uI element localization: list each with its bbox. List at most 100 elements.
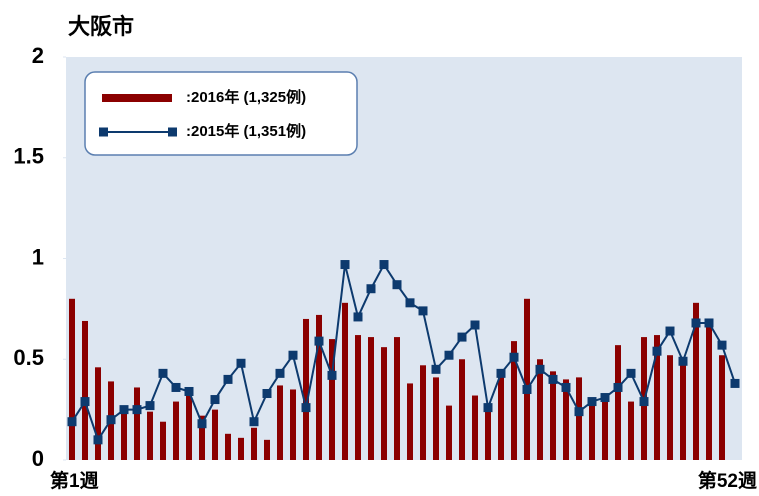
marker xyxy=(379,260,389,270)
marker xyxy=(639,397,649,407)
bar xyxy=(368,337,374,460)
marker xyxy=(561,382,571,392)
bar xyxy=(576,377,582,460)
bar xyxy=(173,401,179,460)
marker xyxy=(132,405,142,415)
bar xyxy=(134,387,140,460)
marker xyxy=(574,407,584,417)
marker xyxy=(704,318,714,328)
bar xyxy=(199,415,205,460)
marker xyxy=(106,415,116,425)
bar xyxy=(446,405,452,460)
marker xyxy=(522,384,532,394)
bar xyxy=(537,359,543,460)
marker xyxy=(509,352,519,362)
marker xyxy=(366,284,376,294)
bar xyxy=(667,355,673,460)
bar xyxy=(277,385,283,460)
marker xyxy=(496,368,506,378)
bar xyxy=(121,405,127,460)
marker xyxy=(457,332,467,342)
marker xyxy=(262,389,272,399)
marker xyxy=(678,356,688,366)
marker xyxy=(392,280,402,290)
bar xyxy=(680,357,686,460)
bar xyxy=(485,411,491,460)
marker xyxy=(171,382,181,392)
x-tick-label: 第1週 xyxy=(50,469,99,492)
y-tick-label: 2 xyxy=(32,43,44,68)
bar xyxy=(290,389,296,460)
marker xyxy=(418,306,428,316)
marker xyxy=(80,397,90,407)
marker xyxy=(717,340,727,350)
marker xyxy=(470,320,480,330)
marker xyxy=(249,417,259,427)
legend-swatch xyxy=(102,94,172,102)
bar xyxy=(589,397,595,460)
marker xyxy=(236,358,246,368)
marker xyxy=(444,350,454,360)
y-tick-label: 1.5 xyxy=(13,144,44,169)
bar xyxy=(186,393,192,460)
marker xyxy=(197,419,207,429)
marker xyxy=(730,378,740,388)
y-tick-label: 0.5 xyxy=(13,345,44,370)
marker xyxy=(353,312,363,322)
marker xyxy=(184,386,194,396)
bar xyxy=(264,439,270,460)
marker xyxy=(548,374,558,384)
legend-label: :2015年 (1,351例) xyxy=(186,122,306,140)
bar xyxy=(433,377,439,460)
marker xyxy=(535,364,545,374)
legend-swatch xyxy=(168,127,177,137)
marker xyxy=(314,336,324,346)
marker xyxy=(301,403,311,413)
marker xyxy=(275,368,285,378)
marker xyxy=(158,368,168,378)
bar xyxy=(342,302,348,460)
marker xyxy=(210,395,220,405)
marker xyxy=(93,435,103,445)
bar xyxy=(238,437,244,460)
marker xyxy=(288,350,298,360)
bar xyxy=(628,401,634,460)
marker xyxy=(145,401,155,411)
bar xyxy=(719,355,725,460)
marker xyxy=(223,374,233,384)
bar xyxy=(381,347,387,460)
marker xyxy=(483,403,493,413)
marker xyxy=(340,260,350,270)
bar xyxy=(706,327,712,460)
bar xyxy=(693,302,699,460)
bar xyxy=(82,320,88,460)
bar xyxy=(602,395,608,460)
bar xyxy=(563,379,569,460)
bar xyxy=(355,335,361,460)
bar xyxy=(160,421,166,460)
legend-label: :2016年 (1,325例) xyxy=(186,88,306,106)
bar xyxy=(394,337,400,460)
bar xyxy=(420,365,426,460)
marker xyxy=(67,417,77,427)
bar xyxy=(498,377,504,460)
marker xyxy=(587,397,597,407)
marker xyxy=(119,405,129,415)
x-tick-label: 第52週 xyxy=(698,469,757,492)
bar xyxy=(407,383,413,460)
line xyxy=(71,262,736,443)
marker xyxy=(665,326,675,336)
bar xyxy=(459,359,465,460)
marks xyxy=(67,260,740,460)
bar xyxy=(524,298,530,460)
marker xyxy=(691,318,701,328)
bar xyxy=(550,371,556,460)
bar xyxy=(615,345,621,460)
bar xyxy=(329,339,335,460)
legend xyxy=(84,71,358,156)
marker xyxy=(431,364,441,374)
chart-title: 大阪市 xyxy=(68,14,134,39)
y-tick-label: 1 xyxy=(32,244,44,269)
marker xyxy=(327,370,337,380)
